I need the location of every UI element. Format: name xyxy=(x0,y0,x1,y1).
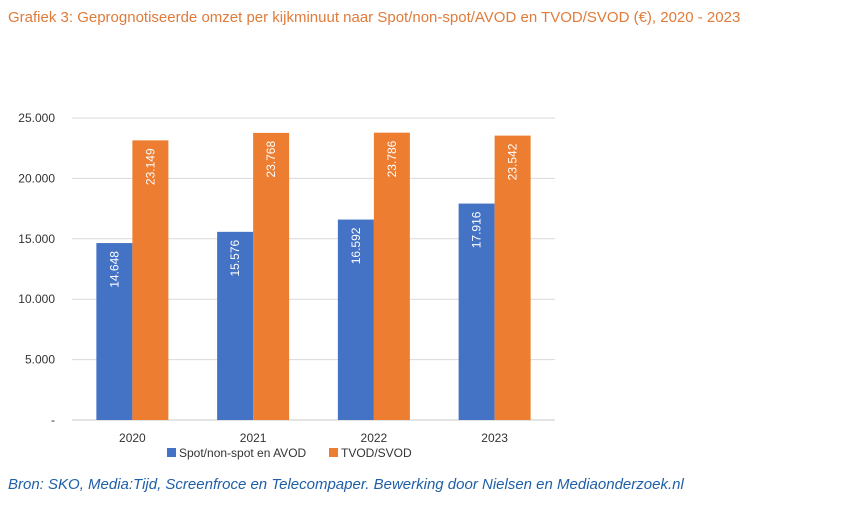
data-label: 23.149 xyxy=(143,148,157,185)
bar-tvod xyxy=(253,132,290,420)
data-label: 16.592 xyxy=(349,227,363,264)
legend-label: TVOD/SVOD xyxy=(341,446,412,460)
data-label: 23.768 xyxy=(264,141,278,178)
y-tick-label: 10.000 xyxy=(18,292,55,306)
bar-spot xyxy=(337,219,374,420)
x-tick-label: 2020 xyxy=(119,431,146,445)
bar-chart: - 5.000 10.000 15.000 20.000 25.000 2020 14.648… xyxy=(18,111,555,460)
legend-label: Spot/non-spot en AVOD xyxy=(179,446,307,460)
y-tick-label: 25.000 xyxy=(18,111,55,125)
y-tick-label: - xyxy=(51,413,55,427)
y-tick-label: 15.000 xyxy=(18,232,55,246)
bar-tvod xyxy=(494,135,531,420)
bar-tvod xyxy=(132,140,169,420)
bar-tvod xyxy=(373,132,410,421)
legend-swatch xyxy=(329,448,338,457)
bar-spot xyxy=(217,231,254,420)
x-tick-label: 2023 xyxy=(481,431,508,445)
data-label: 15.576 xyxy=(228,240,242,277)
x-tick-label: 2021 xyxy=(240,431,267,445)
source-note: Bron: SKO, Media:Tijd, Screenfroce en Te… xyxy=(8,476,684,493)
x-tick-label: 2022 xyxy=(361,431,388,445)
chart-title: Grafiek 3: Geprognotiseerde omzet per ki… xyxy=(8,9,741,26)
data-label: 14.648 xyxy=(107,251,121,288)
data-label: 17.916 xyxy=(470,211,484,248)
data-label: 23.542 xyxy=(506,143,520,180)
data-label: 23.786 xyxy=(385,140,399,177)
y-tick-label: 5.000 xyxy=(25,353,55,367)
y-tick-label: 20.000 xyxy=(18,171,55,185)
bar-spot xyxy=(458,203,495,420)
bar-spot xyxy=(96,243,133,420)
legend-swatch xyxy=(167,448,176,457)
